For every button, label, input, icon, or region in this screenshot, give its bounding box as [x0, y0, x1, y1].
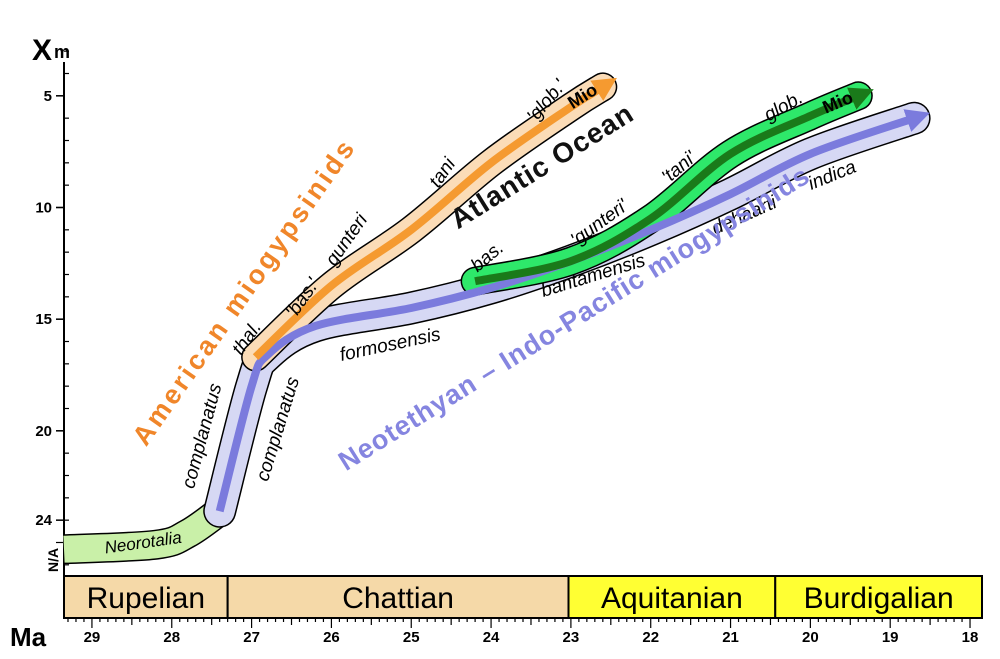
x-tick-label: 29 — [84, 629, 101, 646]
series-lines — [215, 77, 930, 513]
stage-chattian — [226, 575, 570, 619]
x-tick-label: 18 — [962, 629, 979, 646]
stage-label-aquitanian: Aquitanian — [601, 582, 743, 615]
x-tick-label: 25 — [403, 629, 420, 646]
y-tick-label: 20 — [35, 423, 52, 440]
axes: X m Ma N/A — [10, 34, 982, 652]
band-neorotalia — [63, 500, 228, 563]
y-axis-title-subscript: m — [54, 42, 70, 62]
x-tick-label: 26 — [323, 629, 340, 646]
arrow-atlantic-ocean — [474, 87, 874, 286]
stage-label-chattian: Chattian — [342, 582, 454, 615]
y-axis-na-label: N/A — [45, 548, 61, 572]
x-tick-label: 24 — [483, 629, 500, 646]
x-tick-label: 20 — [802, 629, 819, 646]
ticks: 29 28 27 26 25 24 23 22 21 20 19 18 5 10 15 20 24 — [35, 50, 979, 646]
y-tick-label: 10 — [35, 200, 52, 217]
x-tick-label: 19 — [882, 629, 899, 646]
y-tick-label: 15 — [35, 311, 52, 328]
x-tick-label: 27 — [243, 629, 260, 646]
stage-rupelian — [63, 575, 229, 619]
arrow-neotethyan-indo-pacific-miogypsinids — [215, 109, 930, 513]
stage-label-rupelian: Rupelian — [87, 582, 205, 615]
stage-label-burdigalian: Burdigalian — [804, 582, 954, 615]
x-tick-label: 28 — [163, 629, 180, 646]
arrow-american-miogypsinids — [252, 77, 617, 361]
x-axis-title: Ma — [10, 622, 47, 652]
y-axis-title: X — [32, 34, 52, 67]
stage-band: Rupelian Chattian Aquitanian Burdigalian — [63, 575, 983, 619]
y-tick-label: 5 — [44, 88, 52, 105]
x-tick-label: 23 — [563, 629, 580, 646]
x-tick-label: 21 — [722, 629, 739, 646]
y-tick-label: 24 — [35, 512, 52, 529]
stage-burdigalian — [774, 575, 983, 619]
x-tick-label: 22 — [642, 629, 659, 646]
